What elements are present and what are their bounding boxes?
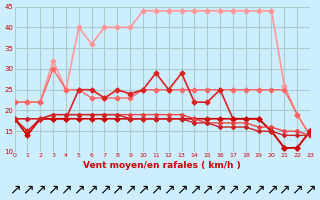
X-axis label: Vent moyen/en rafales ( km/h ): Vent moyen/en rafales ( km/h ): [84, 161, 241, 170]
